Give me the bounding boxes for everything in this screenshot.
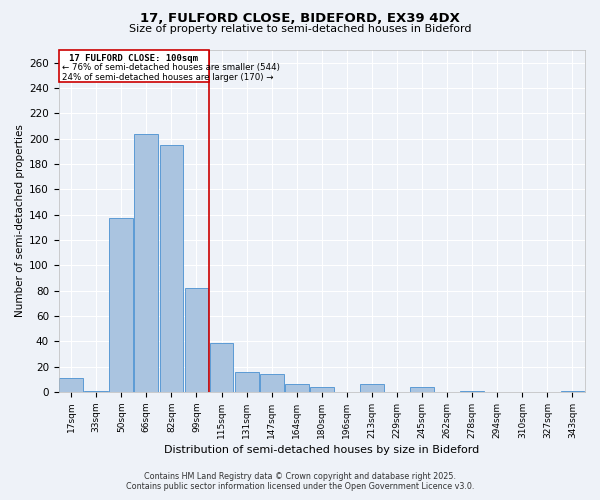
Bar xyxy=(134,134,158,392)
Bar xyxy=(59,378,83,392)
Bar xyxy=(235,372,259,392)
Bar xyxy=(360,384,384,392)
Bar xyxy=(310,387,334,392)
Text: 24% of semi-detached houses are larger (170) →: 24% of semi-detached houses are larger (… xyxy=(62,73,274,82)
Bar xyxy=(185,288,208,392)
Bar xyxy=(560,390,584,392)
Bar xyxy=(460,390,484,392)
X-axis label: Distribution of semi-detached houses by size in Bideford: Distribution of semi-detached houses by … xyxy=(164,445,479,455)
Text: 17 FULFORD CLOSE: 100sqm: 17 FULFORD CLOSE: 100sqm xyxy=(70,54,199,63)
Text: 17, FULFORD CLOSE, BIDEFORD, EX39 4DX: 17, FULFORD CLOSE, BIDEFORD, EX39 4DX xyxy=(140,12,460,26)
Text: Contains HM Land Registry data © Crown copyright and database right 2025.
Contai: Contains HM Land Registry data © Crown c… xyxy=(126,472,474,491)
Bar xyxy=(209,342,233,392)
Bar xyxy=(85,390,108,392)
Bar xyxy=(410,387,434,392)
Text: Size of property relative to semi-detached houses in Bideford: Size of property relative to semi-detach… xyxy=(129,24,471,34)
Text: ← 76% of semi-detached houses are smaller (544): ← 76% of semi-detached houses are smalle… xyxy=(62,62,280,72)
Bar xyxy=(109,218,133,392)
Bar xyxy=(285,384,308,392)
FancyBboxPatch shape xyxy=(59,50,209,82)
Y-axis label: Number of semi-detached properties: Number of semi-detached properties xyxy=(15,124,25,318)
Bar xyxy=(160,145,184,392)
Bar xyxy=(260,374,284,392)
